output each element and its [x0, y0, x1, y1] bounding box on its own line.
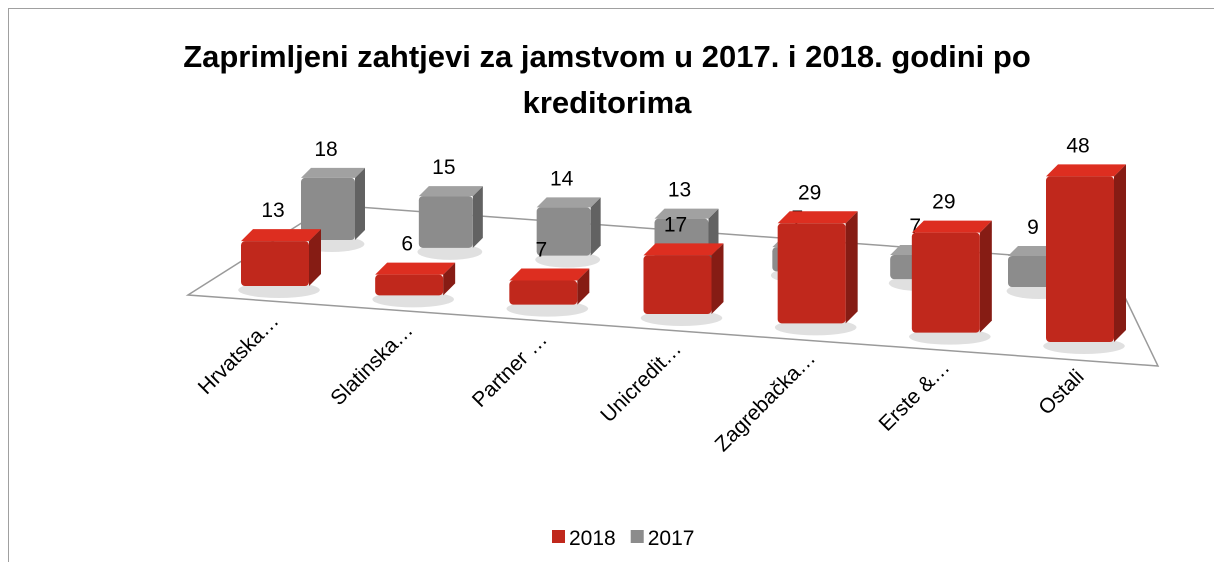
x-tick-label: Partner … — [468, 328, 552, 412]
x-tick-label: Slatinska… — [326, 319, 417, 410]
data-label: 14 — [550, 167, 574, 190]
bar-top — [643, 243, 724, 256]
x-tick-label: Ostali — [1034, 365, 1088, 419]
bar-top — [301, 167, 365, 178]
bar-side — [590, 197, 601, 256]
x-tick-label: Zagrebačka… — [711, 347, 821, 457]
chart-border — [8, 8, 1214, 562]
bar-top — [509, 268, 590, 281]
bar-top — [1046, 164, 1126, 177]
bar-side — [845, 211, 858, 324]
bar-top — [777, 211, 858, 224]
data-label: 29 — [932, 191, 955, 214]
data-label: 17 — [664, 213, 687, 236]
chart-title: Zaprimljeni zahtjevi za jamstvom u 2017.… — [183, 39, 1031, 120]
x-tick-label: Erste &… — [875, 356, 955, 436]
data-label: 13 — [261, 199, 284, 222]
bar-top — [418, 186, 483, 197]
bar — [777, 223, 846, 324]
x-tick-label: Unicredit… — [596, 337, 686, 427]
data-label: 29 — [798, 181, 821, 204]
bar-top — [375, 262, 456, 275]
data-label: 6 — [401, 233, 413, 256]
bar-side — [1114, 164, 1126, 342]
bar-top — [654, 208, 719, 219]
legend-label: 2017 — [648, 527, 695, 550]
bar — [375, 274, 444, 296]
data-label: 48 — [1066, 134, 1089, 157]
data-label: 9 — [1027, 216, 1039, 239]
bar-top — [911, 220, 992, 233]
bar — [418, 196, 473, 248]
bar — [536, 207, 591, 256]
data-label: 18 — [314, 138, 337, 161]
data-label: 13 — [668, 179, 691, 202]
bar-top — [241, 229, 321, 242]
bar — [1046, 176, 1114, 342]
bar-side — [443, 262, 456, 296]
bar — [509, 280, 578, 305]
bar — [911, 232, 980, 333]
bar-side — [577, 268, 590, 305]
legend-label: 2018 — [569, 527, 616, 550]
bar-side — [979, 220, 992, 333]
data-label: 7 — [909, 215, 921, 238]
bar-side — [309, 229, 321, 286]
bar — [643, 255, 712, 314]
x-tick-label: Hrvatska… — [194, 309, 284, 399]
bar-side — [472, 186, 483, 248]
bar-side — [355, 167, 365, 240]
legend-swatch — [630, 530, 644, 543]
bar — [241, 241, 309, 286]
bar-top — [536, 197, 601, 208]
legend-swatch — [552, 530, 565, 543]
data-label: 7 — [535, 239, 547, 262]
bar — [301, 177, 355, 240]
data-label: 15 — [432, 156, 455, 179]
bar-side — [711, 243, 724, 314]
